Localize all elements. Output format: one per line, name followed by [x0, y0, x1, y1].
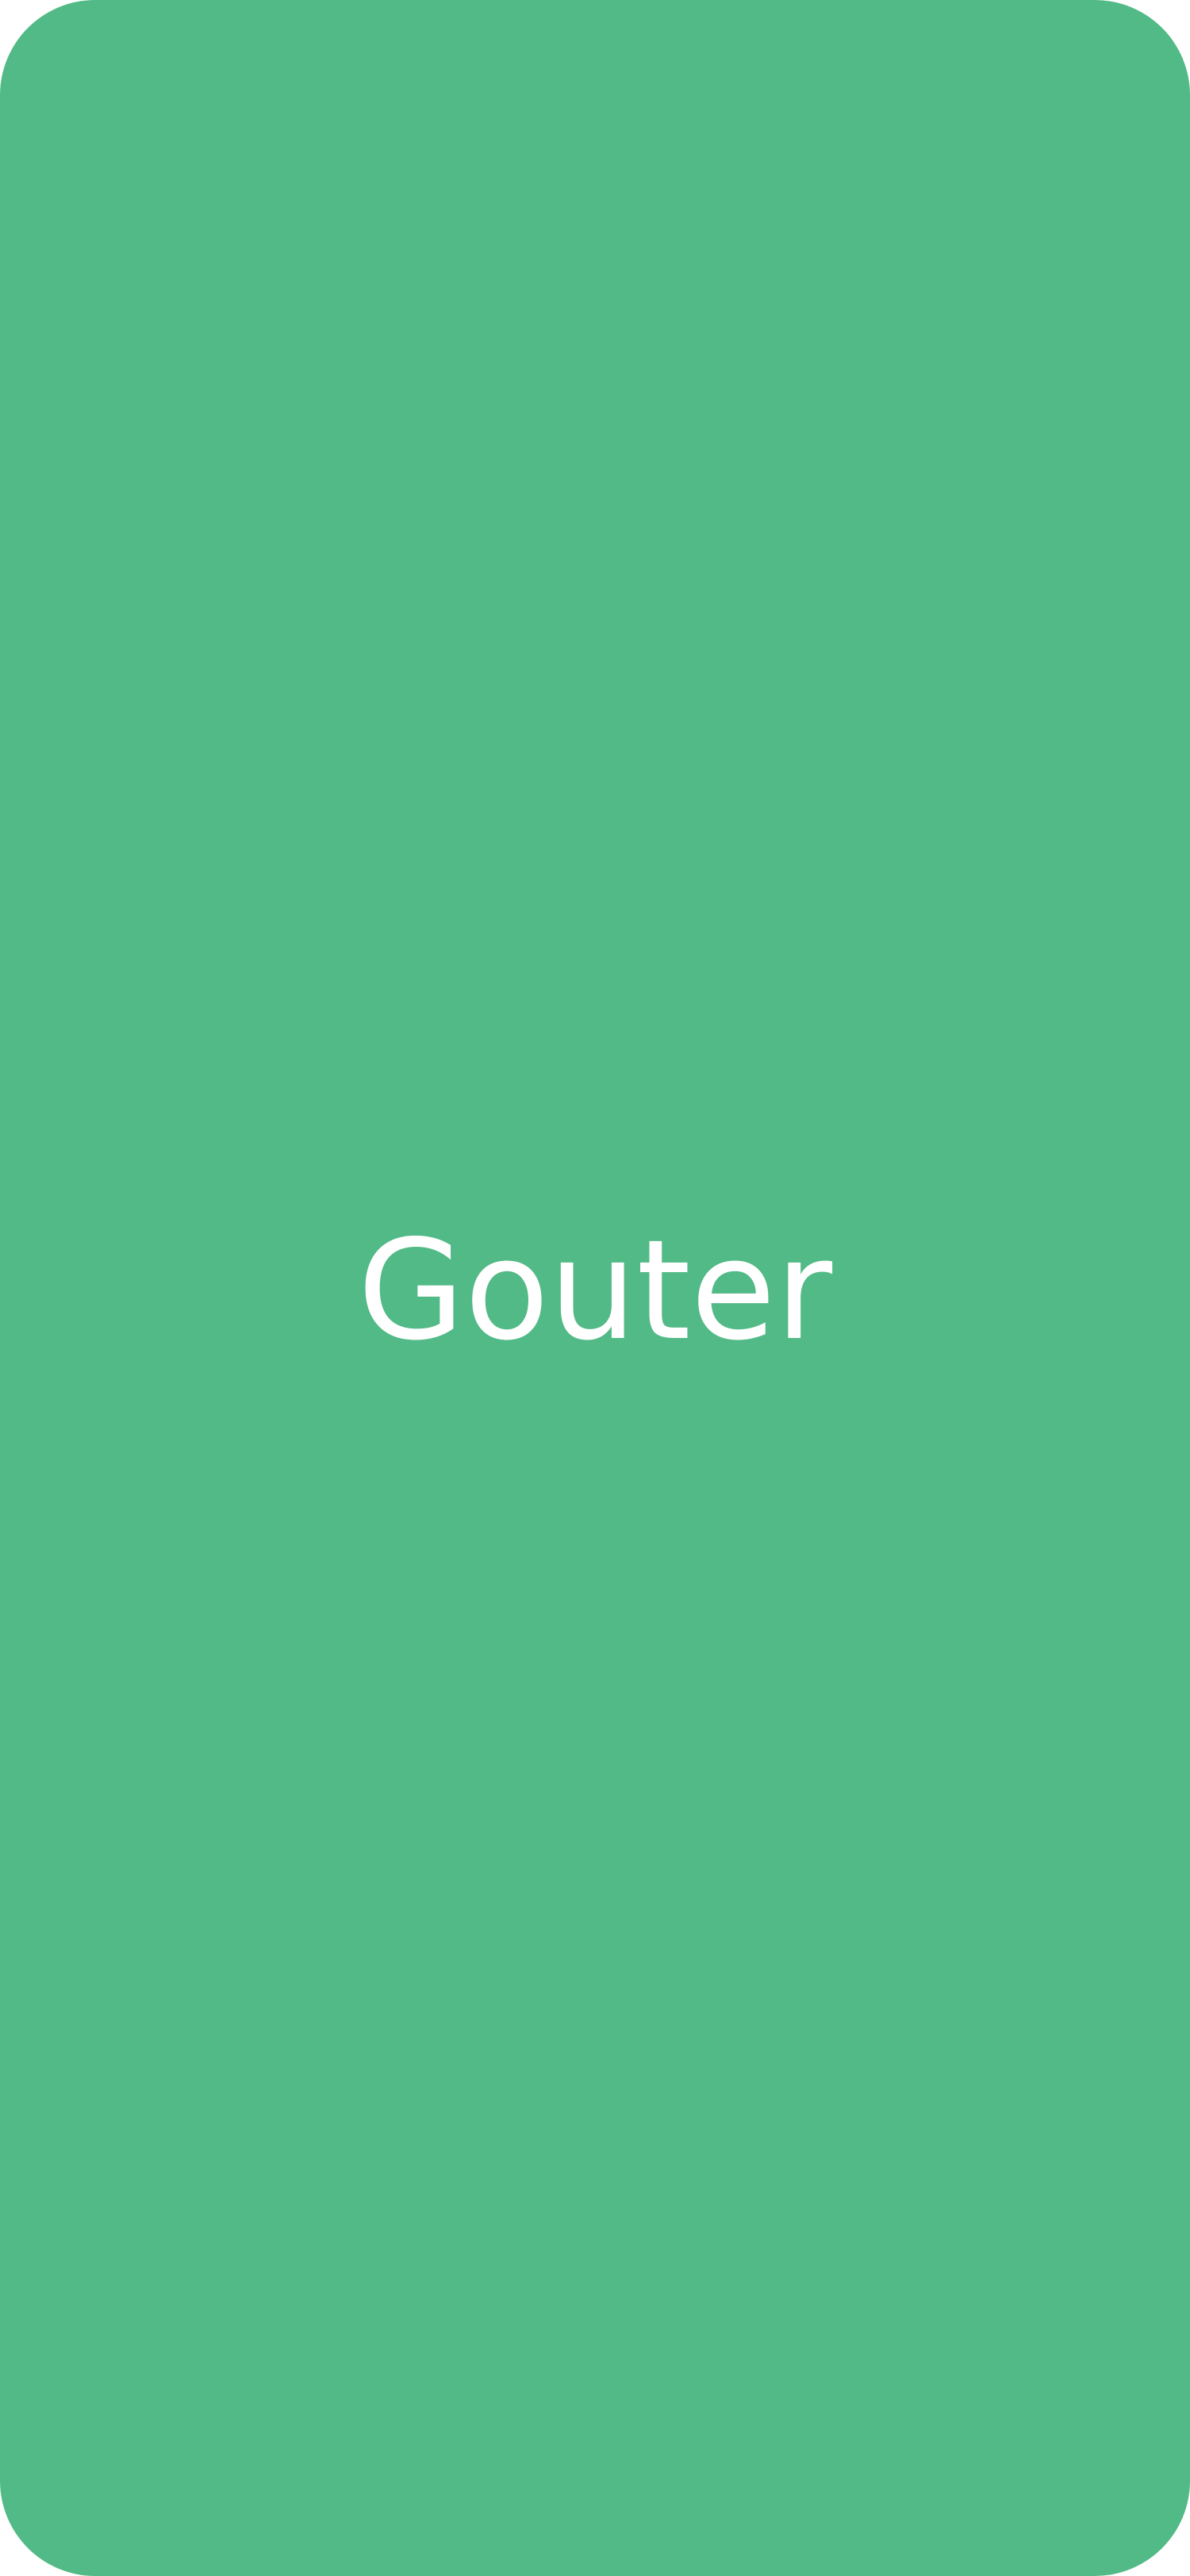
app-name-title: Gouter	[357, 1210, 833, 1371]
